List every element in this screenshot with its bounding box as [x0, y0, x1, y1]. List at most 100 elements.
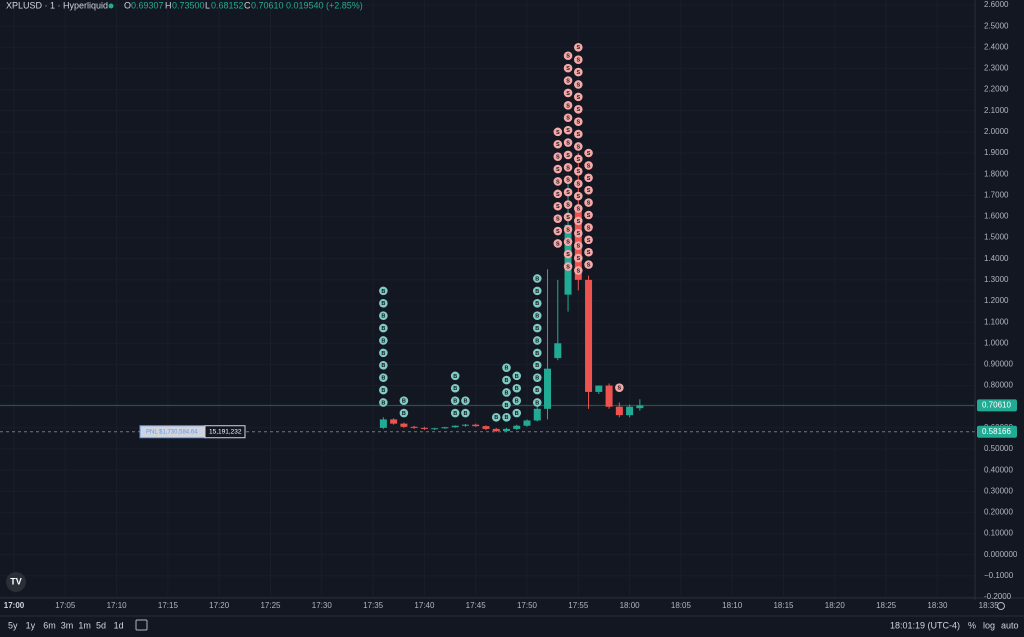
sell-marker[interactable] [574, 253, 583, 263]
buy-marker[interactable] [450, 371, 460, 381]
buy-marker[interactable] [532, 298, 542, 308]
sell-marker[interactable] [584, 185, 593, 195]
sell-marker[interactable] [574, 166, 583, 176]
buy-marker[interactable] [502, 388, 511, 397]
sell-marker[interactable] [574, 42, 583, 52]
buy-marker[interactable] [399, 408, 409, 418]
date-range-icon[interactable] [135, 619, 148, 631]
range-button[interactable]: 5d [96, 620, 106, 630]
sell-marker[interactable] [574, 117, 583, 126]
buy-marker[interactable] [491, 412, 501, 422]
sell-marker[interactable] [574, 80, 583, 89]
sell-marker[interactable] [563, 101, 573, 110]
buy-marker[interactable] [379, 311, 388, 320]
sell-marker[interactable] [553, 152, 563, 161]
sell-marker[interactable] [584, 210, 593, 220]
sell-marker[interactable] [574, 241, 583, 250]
range-button[interactable]: 1m [78, 620, 91, 630]
sell-marker[interactable] [574, 129, 583, 139]
range-button[interactable]: 3m [61, 620, 74, 630]
buy-marker[interactable] [532, 385, 542, 395]
auto-toggle[interactable]: auto [1001, 620, 1019, 630]
buy-marker[interactable] [379, 336, 388, 345]
sell-marker[interactable] [563, 125, 573, 135]
buy-marker[interactable] [399, 396, 409, 405]
buy-marker[interactable] [379, 373, 388, 382]
sell-marker[interactable] [574, 204, 583, 213]
buy-marker[interactable] [532, 286, 542, 296]
sell-marker[interactable] [584, 247, 593, 257]
buy-marker[interactable] [379, 398, 388, 407]
sell-marker[interactable] [553, 164, 563, 174]
sell-marker[interactable] [563, 175, 573, 185]
sell-marker[interactable] [584, 260, 593, 269]
sell-marker[interactable] [563, 138, 573, 147]
sell-marker[interactable] [615, 383, 624, 392]
sell-marker[interactable] [584, 161, 593, 170]
buy-marker[interactable] [512, 371, 522, 381]
buy-marker[interactable] [379, 323, 388, 333]
buy-marker[interactable] [532, 398, 542, 407]
sell-marker[interactable] [553, 189, 563, 199]
buy-marker[interactable] [450, 408, 460, 418]
sell-marker[interactable] [553, 139, 563, 149]
sell-marker[interactable] [563, 113, 573, 123]
buy-marker[interactable] [450, 396, 460, 405]
sell-marker[interactable] [553, 177, 563, 186]
sell-marker[interactable] [563, 249, 573, 259]
buy-marker[interactable] [379, 348, 388, 358]
sell-marker[interactable] [563, 76, 573, 85]
buy-marker[interactable] [512, 396, 522, 405]
buy-marker[interactable] [532, 311, 542, 320]
buy-marker[interactable] [502, 412, 511, 422]
sell-marker[interactable] [563, 187, 573, 197]
buy-marker[interactable] [450, 383, 460, 393]
sell-marker[interactable] [563, 163, 573, 172]
sell-marker[interactable] [563, 225, 573, 234]
log-toggle[interactable]: log [983, 620, 995, 630]
sell-marker[interactable] [574, 266, 583, 275]
buy-marker[interactable] [532, 348, 542, 358]
sell-marker[interactable] [563, 200, 573, 209]
sell-marker[interactable] [574, 55, 583, 64]
sell-marker[interactable] [563, 63, 573, 73]
buy-marker[interactable] [379, 385, 388, 395]
sell-marker[interactable] [584, 235, 593, 245]
sell-marker[interactable] [574, 92, 583, 102]
sell-marker[interactable] [574, 142, 583, 151]
sell-marker[interactable] [563, 262, 573, 271]
buy-marker[interactable] [379, 360, 388, 370]
range-button[interactable]: 5y [8, 620, 18, 630]
buy-marker[interactable] [532, 336, 542, 345]
sell-marker[interactable] [574, 154, 583, 164]
sell-marker[interactable] [563, 51, 573, 61]
buy-marker[interactable] [502, 400, 511, 410]
symbol[interactable]: XPLUSD · 1 · Hyperliquid [6, 0, 108, 10]
buy-marker[interactable] [461, 396, 470, 405]
sell-marker[interactable] [553, 127, 563, 137]
settings-icon[interactable] [997, 602, 1005, 610]
sell-marker[interactable] [584, 148, 593, 158]
sell-marker[interactable] [553, 201, 563, 211]
buy-marker[interactable] [532, 373, 542, 382]
range-button[interactable]: 6m [43, 620, 56, 630]
buy-marker[interactable] [532, 360, 542, 370]
sell-marker[interactable] [563, 212, 573, 222]
buy-marker[interactable] [512, 408, 522, 418]
buy-marker[interactable] [532, 274, 542, 283]
buy-marker[interactable] [461, 408, 470, 418]
range-button[interactable]: 1d [114, 620, 124, 630]
sell-marker[interactable] [584, 173, 593, 183]
sell-marker[interactable] [574, 216, 583, 226]
buy-marker[interactable] [502, 375, 511, 385]
sell-marker[interactable] [584, 198, 593, 207]
buy-marker[interactable] [379, 286, 388, 296]
sell-marker[interactable] [553, 226, 563, 236]
buy-marker[interactable] [379, 298, 388, 308]
sell-marker[interactable] [553, 239, 563, 248]
percent-toggle[interactable]: % [968, 620, 976, 630]
sell-marker[interactable] [574, 179, 583, 188]
buy-marker[interactable] [512, 383, 522, 393]
sell-marker[interactable] [584, 223, 593, 232]
sell-marker[interactable] [574, 104, 583, 114]
